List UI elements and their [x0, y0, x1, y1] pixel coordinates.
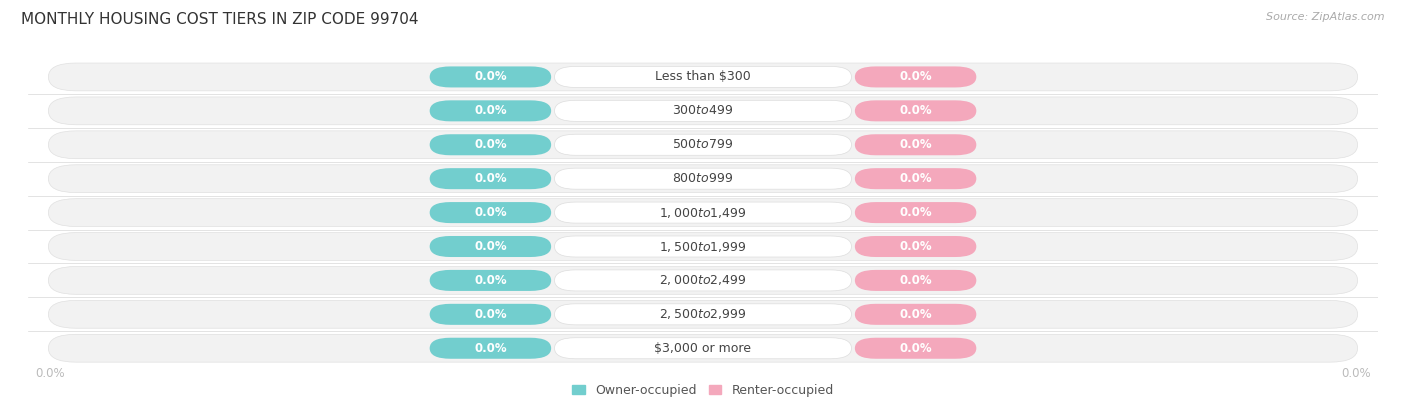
- Text: 0.0%: 0.0%: [474, 240, 506, 253]
- Legend: Owner-occupied, Renter-occupied: Owner-occupied, Renter-occupied: [572, 384, 834, 397]
- Text: 0.0%: 0.0%: [1341, 367, 1371, 380]
- FancyBboxPatch shape: [554, 66, 852, 88]
- FancyBboxPatch shape: [554, 202, 852, 223]
- Text: 0.0%: 0.0%: [900, 240, 932, 253]
- Text: 0.0%: 0.0%: [474, 71, 506, 83]
- FancyBboxPatch shape: [855, 202, 976, 223]
- FancyBboxPatch shape: [430, 338, 551, 359]
- FancyBboxPatch shape: [855, 134, 976, 155]
- FancyBboxPatch shape: [855, 270, 976, 291]
- Text: 0.0%: 0.0%: [474, 104, 506, 117]
- Text: 0.0%: 0.0%: [900, 274, 932, 287]
- Text: 0.0%: 0.0%: [474, 206, 506, 219]
- FancyBboxPatch shape: [554, 100, 852, 121]
- Text: 0.0%: 0.0%: [474, 274, 506, 287]
- FancyBboxPatch shape: [48, 300, 1358, 328]
- FancyBboxPatch shape: [855, 236, 976, 257]
- FancyBboxPatch shape: [48, 63, 1358, 91]
- FancyBboxPatch shape: [48, 199, 1358, 227]
- FancyBboxPatch shape: [48, 334, 1358, 362]
- FancyBboxPatch shape: [48, 131, 1358, 159]
- FancyBboxPatch shape: [855, 100, 976, 121]
- FancyBboxPatch shape: [554, 168, 852, 189]
- FancyBboxPatch shape: [48, 232, 1358, 260]
- FancyBboxPatch shape: [48, 266, 1358, 294]
- Text: MONTHLY HOUSING COST TIERS IN ZIP CODE 99704: MONTHLY HOUSING COST TIERS IN ZIP CODE 9…: [21, 12, 419, 27]
- Text: 0.0%: 0.0%: [900, 104, 932, 117]
- FancyBboxPatch shape: [48, 97, 1358, 125]
- Text: 0.0%: 0.0%: [900, 172, 932, 185]
- FancyBboxPatch shape: [430, 202, 551, 223]
- Text: $800 to $999: $800 to $999: [672, 172, 734, 185]
- FancyBboxPatch shape: [554, 338, 852, 359]
- FancyBboxPatch shape: [430, 168, 551, 189]
- Text: 0.0%: 0.0%: [35, 367, 65, 380]
- FancyBboxPatch shape: [430, 66, 551, 88]
- FancyBboxPatch shape: [554, 304, 852, 325]
- FancyBboxPatch shape: [855, 304, 976, 325]
- FancyBboxPatch shape: [554, 134, 852, 155]
- Text: 0.0%: 0.0%: [900, 71, 932, 83]
- Text: $3,000 or more: $3,000 or more: [655, 342, 751, 355]
- Text: 0.0%: 0.0%: [474, 308, 506, 321]
- Text: $1,000 to $1,499: $1,000 to $1,499: [659, 205, 747, 220]
- Text: 0.0%: 0.0%: [900, 308, 932, 321]
- FancyBboxPatch shape: [430, 100, 551, 121]
- Text: $300 to $499: $300 to $499: [672, 104, 734, 117]
- Text: 0.0%: 0.0%: [900, 138, 932, 151]
- FancyBboxPatch shape: [554, 236, 852, 257]
- Text: 0.0%: 0.0%: [474, 138, 506, 151]
- Text: 0.0%: 0.0%: [474, 342, 506, 355]
- Text: 0.0%: 0.0%: [474, 172, 506, 185]
- FancyBboxPatch shape: [430, 236, 551, 257]
- FancyBboxPatch shape: [430, 270, 551, 291]
- FancyBboxPatch shape: [855, 66, 976, 88]
- Text: $500 to $799: $500 to $799: [672, 138, 734, 151]
- FancyBboxPatch shape: [48, 165, 1358, 193]
- Text: $2,000 to $2,499: $2,000 to $2,499: [659, 273, 747, 288]
- FancyBboxPatch shape: [855, 338, 976, 359]
- Text: $2,500 to $2,999: $2,500 to $2,999: [659, 308, 747, 321]
- Text: Less than $300: Less than $300: [655, 71, 751, 83]
- FancyBboxPatch shape: [430, 134, 551, 155]
- Text: $1,500 to $1,999: $1,500 to $1,999: [659, 239, 747, 254]
- Text: Source: ZipAtlas.com: Source: ZipAtlas.com: [1267, 12, 1385, 22]
- FancyBboxPatch shape: [430, 304, 551, 325]
- Text: 0.0%: 0.0%: [900, 206, 932, 219]
- Text: 0.0%: 0.0%: [900, 342, 932, 355]
- FancyBboxPatch shape: [855, 168, 976, 189]
- FancyBboxPatch shape: [554, 270, 852, 291]
